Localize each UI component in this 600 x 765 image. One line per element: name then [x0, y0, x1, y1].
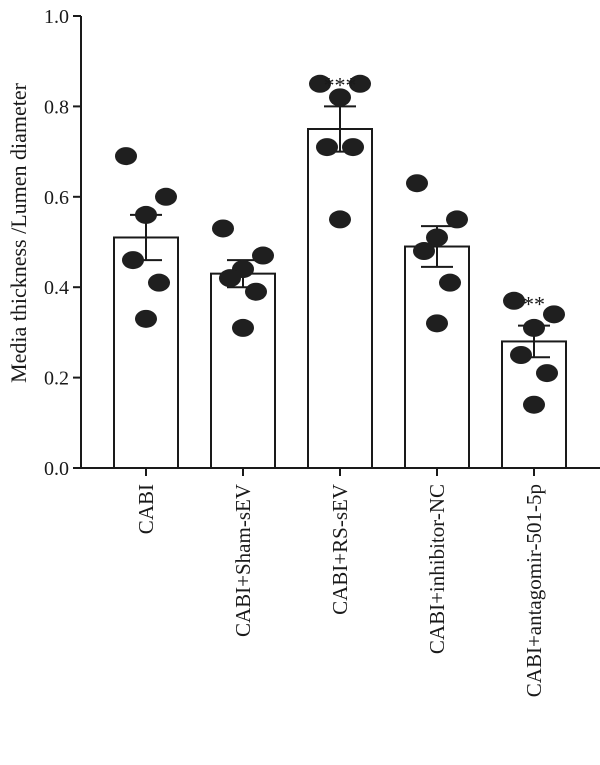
data-point [439, 273, 461, 292]
data-point [316, 138, 338, 157]
data-point [122, 251, 144, 270]
data-point [523, 318, 545, 337]
x-tick-label: CABI+inhibitor-NC [425, 484, 449, 654]
data-point [252, 246, 274, 265]
data-point [135, 309, 157, 328]
y-tick-label: 0.8 [44, 96, 69, 118]
data-point [135, 205, 157, 224]
data-point [426, 314, 448, 333]
data-point [536, 364, 558, 383]
data-point [212, 219, 234, 238]
data-point [349, 74, 371, 93]
data-point [503, 291, 525, 310]
y-tick-label: 0.6 [44, 187, 69, 209]
y-axis-label: Media thickness /Lumen diameter [6, 82, 31, 383]
data-point [523, 395, 545, 414]
data-point [426, 228, 448, 247]
bar [307, 128, 373, 469]
y-tick-label: 0.2 [44, 368, 69, 390]
x-tick-label: CABI+Sham-sEV [231, 484, 255, 637]
data-point [406, 174, 428, 193]
data-point [329, 210, 351, 229]
x-tick-label: CABI+antagomir-501-5p [522, 484, 546, 697]
data-point [329, 88, 351, 107]
data-point [342, 138, 364, 157]
significance-marker: *** [324, 72, 357, 97]
data-point [232, 318, 254, 337]
y-tick-label: 1.0 [44, 6, 69, 28]
data-point [148, 273, 170, 292]
significance-marker: ** [523, 292, 545, 317]
data-point [413, 242, 435, 261]
data-point [115, 147, 137, 166]
data-point [446, 210, 468, 229]
data-point [309, 74, 331, 93]
data-point [245, 282, 267, 301]
y-tick-label: 0.0 [44, 458, 69, 480]
bar [113, 236, 179, 469]
y-tick-label: 0.4 [44, 277, 69, 299]
bar [210, 272, 276, 470]
data-points [115, 74, 565, 414]
data-point [510, 346, 532, 364]
bars [113, 128, 567, 470]
data-point [543, 305, 565, 324]
x-tick-label: CABI [134, 484, 158, 534]
x-tick-label: CABI+RS-sEV [328, 484, 352, 615]
data-point [219, 269, 241, 288]
data-point [155, 187, 177, 206]
labels: CABI CABI+Sham-sEV *** CABI+RS-sEV CABI+inhi… [134, 72, 546, 697]
